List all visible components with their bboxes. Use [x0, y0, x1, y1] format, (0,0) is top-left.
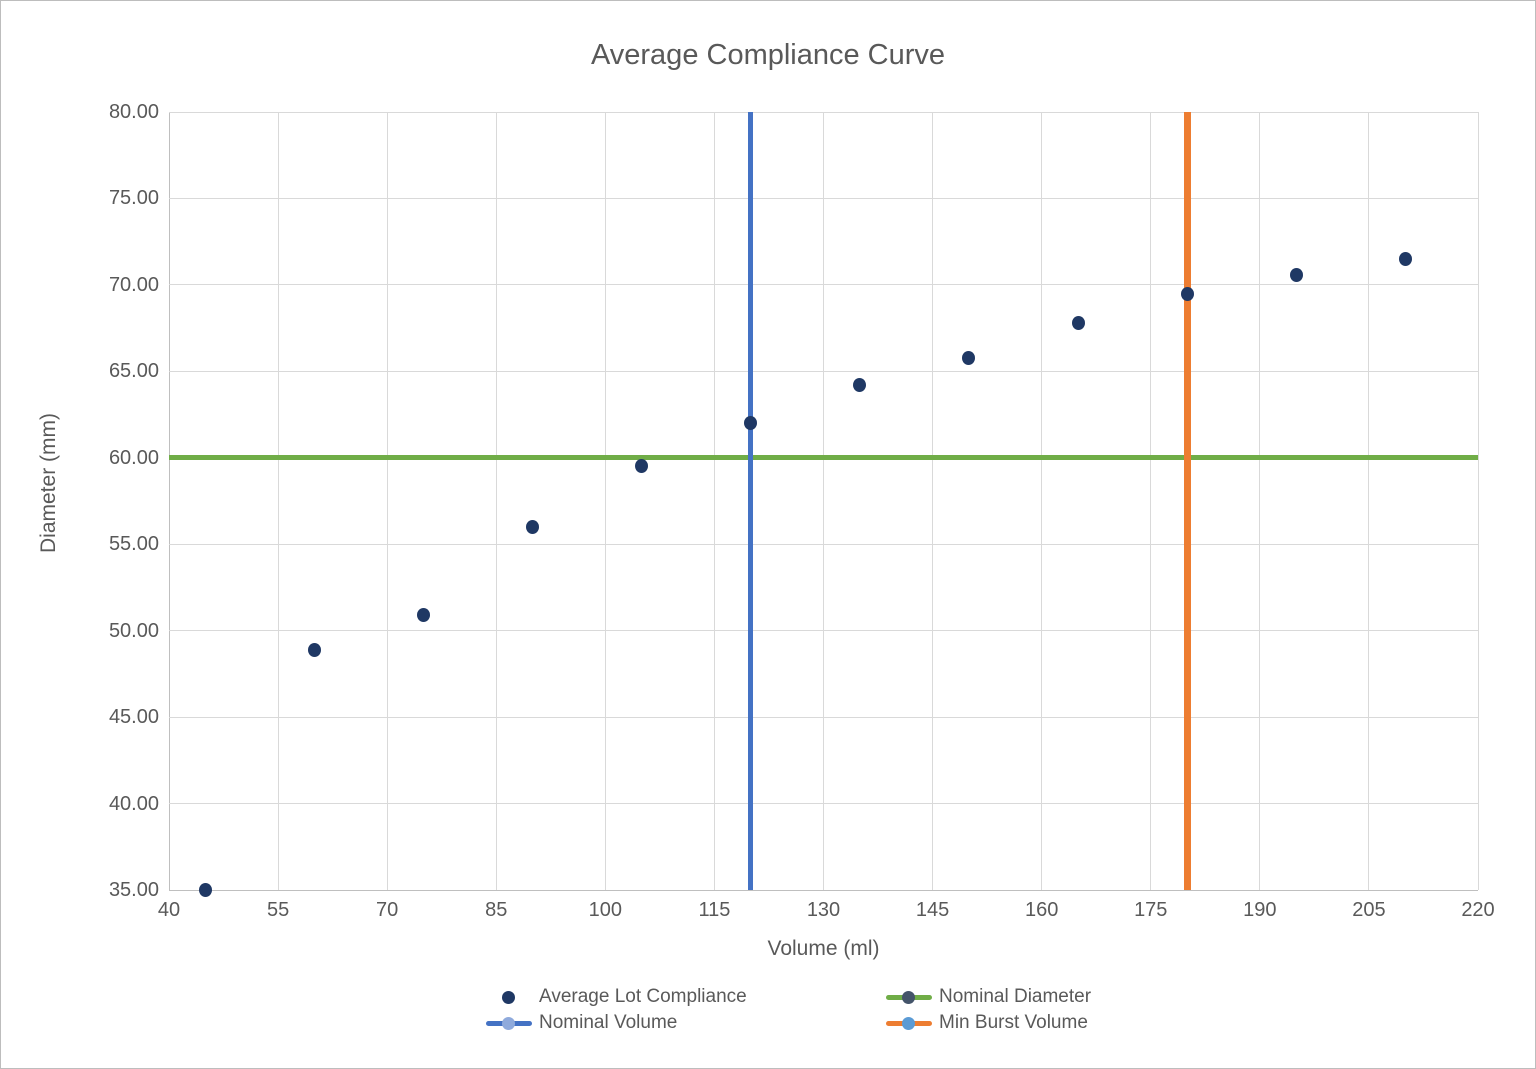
legend-entry-nominal-diameter: Nominal Diameter [886, 984, 1286, 1010]
y-tick-label: 40.00 [108, 792, 159, 815]
y-tick-label: 55.00 [108, 533, 159, 556]
x-axis-title: Volume (ml) [767, 937, 880, 960]
gridline-vertical [713, 112, 715, 890]
legend-marker-nominal-volume-icon [486, 1016, 532, 1030]
data-point [744, 416, 758, 431]
data-point [307, 642, 321, 657]
legend-entry-average-lot-compliance: Average Lot Compliance [486, 984, 886, 1010]
data-point [1398, 251, 1412, 266]
gridline-vertical [277, 112, 279, 890]
data-point [853, 378, 867, 393]
legend: Average Lot Compliance Nominal Diameter No… [486, 984, 1286, 1036]
gridline-vertical [168, 112, 170, 890]
x-tick-label: 205 [1352, 899, 1386, 921]
legend-entry-min-burst-volume: Min Burst Volume [886, 1010, 1286, 1036]
nominal-diameter-line [169, 455, 1478, 461]
gridline-vertical [1368, 112, 1370, 890]
x-tick-label: 160 [1024, 899, 1059, 921]
x-tick-label: 190 [1243, 899, 1277, 921]
legend-marker-average-lot-compliance-icon [486, 990, 532, 1004]
y-tick-label: 35.00 [108, 879, 159, 901]
gridline-vertical [1041, 112, 1043, 890]
min-burst-volume-line [1183, 112, 1191, 890]
x-tick-label: 55 [266, 899, 290, 921]
legend-entry-nominal-volume: Nominal Volume [486, 1010, 886, 1036]
gridline-horizontal [169, 284, 1478, 286]
legend-label: Average Lot Compliance [539, 986, 747, 1007]
x-tick-label: 145 [915, 899, 950, 921]
x-tick-label: 85 [485, 899, 508, 921]
y-tick-label: 60.00 [108, 446, 159, 469]
y-tick-label: 80.00 [108, 101, 159, 123]
y-tick-label: 70.00 [108, 273, 159, 296]
legend-label: Nominal Volume [539, 1012, 678, 1033]
legend-label: Nominal Diameter [939, 986, 1092, 1007]
gridline-horizontal [169, 543, 1478, 545]
gridline-horizontal [169, 197, 1478, 199]
data-point [962, 350, 976, 365]
gridline-vertical [386, 112, 388, 890]
legend-label: Min Burst Volume [939, 1012, 1088, 1033]
gridline-vertical [604, 112, 606, 890]
gridline-vertical [823, 112, 824, 890]
gridline-horizontal [169, 803, 1478, 805]
x-tick-label: 100 [588, 899, 623, 921]
legend-marker-min-burst-volume-icon [886, 1016, 932, 1030]
gridline-vertical [932, 112, 934, 890]
y-axis-title: Diameter (mm) [37, 413, 60, 553]
gridline-vertical [1259, 112, 1261, 890]
y-tick-label: 45.00 [108, 706, 159, 729]
gridline-horizontal [169, 889, 1478, 891]
x-tick-label: 130 [806, 899, 841, 921]
nominal-volume-line [748, 112, 754, 890]
gridline-vertical [1150, 112, 1152, 890]
chart-title: Average Compliance Curve [590, 39, 946, 71]
gridline-horizontal [169, 630, 1478, 632]
x-tick-label: 220 [1461, 899, 1495, 921]
gridline-vertical [1477, 112, 1479, 890]
x-tick-label: 115 [698, 899, 731, 921]
data-point [526, 519, 540, 534]
data-point [198, 883, 212, 897]
legend-marker-nominal-diameter-icon [886, 990, 932, 1004]
gridline-horizontal [169, 370, 1478, 372]
x-tick-label: 70 [376, 899, 399, 921]
data-point [1180, 286, 1194, 301]
data-point [635, 459, 649, 474]
y-tick-label: 75.00 [108, 187, 159, 210]
x-tick-label: 40 [157, 899, 181, 921]
data-point [417, 608, 431, 623]
x-tick-label: 175 [1134, 899, 1168, 921]
data-point [1071, 315, 1085, 330]
gridline-vertical [495, 112, 497, 890]
y-tick-label: 65.00 [108, 360, 159, 383]
data-point [1289, 267, 1303, 282]
gridline-horizontal [169, 716, 1478, 718]
y-tick-label: 50.00 [108, 619, 159, 642]
gridline-horizontal [169, 111, 1478, 113]
